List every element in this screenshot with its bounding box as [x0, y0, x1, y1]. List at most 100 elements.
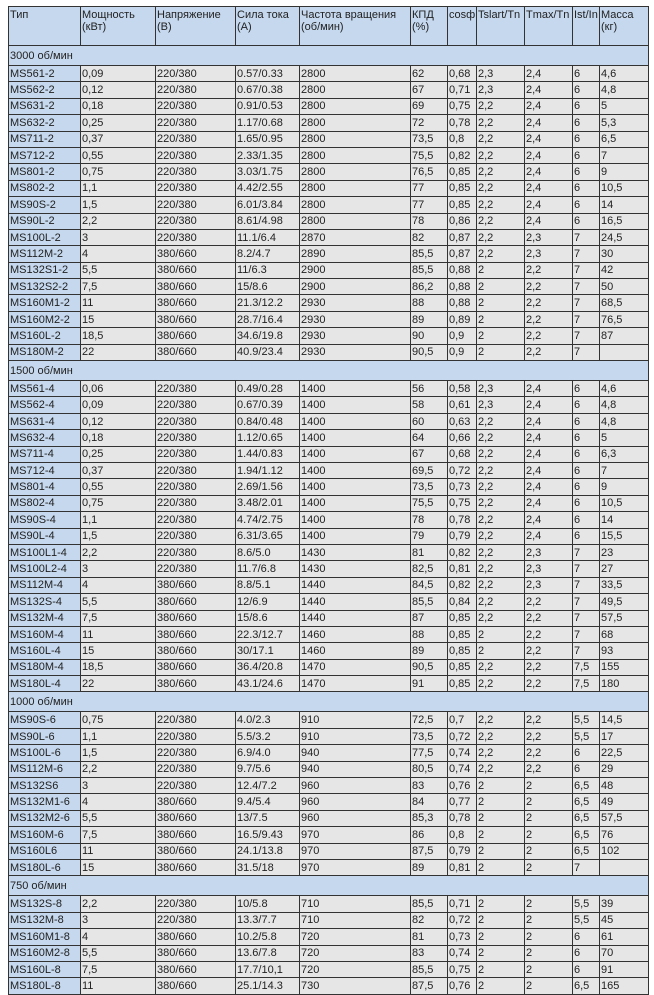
cell-tmax-tn: 2: [524, 960, 573, 979]
cell-efficiency: 85,5: [410, 895, 448, 913]
cell-ist-in: 6: [572, 494, 600, 513]
cell-mass: 45: [599, 911, 649, 930]
cell-cos-phi: 0,73: [447, 928, 477, 946]
cell-power: 0,75: [80, 163, 156, 181]
cell-voltage: 380/660: [155, 960, 236, 979]
cell-cos-phi: 0,8: [447, 130, 477, 148]
table-row: MS160M-4 11 380/660 22.3/12.7 1460 88 0,85 2 2,2…: [8, 625, 649, 644]
table-row: MS132M-4 7,5 380/660 15/8.6 1440 87 0,85 2,2 2,2…: [8, 609, 649, 627]
cell-speed: 2800: [299, 130, 411, 148]
cell-current: 36.4/20.8: [235, 658, 300, 677]
cell-type: MS132S2-2: [8, 278, 81, 296]
table-row: MS160M-6 7,5 380/660 16.5/9.43 970 86 0,8 2 2 6,5…: [8, 826, 649, 844]
column-header-type: Тип: [8, 6, 81, 46]
table-row: MS631-2 0,18 220/380 0.91/0.53 2800 69 0,75 2,2…: [8, 97, 649, 116]
cell-current: 0.84/0.48: [235, 412, 300, 431]
table-row: MS132M2-6 5,5 380/660 13/7.5 960 85,3 0,78 2 2 6,…: [8, 809, 649, 828]
cell-tmax-tn: 2,4: [524, 445, 573, 463]
cell-voltage: 220/380: [155, 760, 236, 779]
cell-tstart-tn: 2: [476, 343, 525, 362]
cell-current: 1.12/0.65: [235, 429, 300, 447]
cell-tmax-tn: 2,4: [524, 64, 573, 83]
cell-speed: 2800: [299, 64, 411, 83]
cell-speed: 1400: [299, 527, 411, 545]
cell-speed: 720: [299, 928, 411, 946]
table-row: MS802-4 0,75 220/380 3.48/2.01 1400 75,5 0,75 2…: [8, 494, 649, 513]
cell-current: 6.31/3.65: [235, 527, 300, 545]
cell-tmax-tn: 2,2: [524, 261, 573, 280]
cell-cos-phi: 0,68: [447, 445, 477, 463]
cell-cos-phi: 0,82: [447, 576, 477, 595]
cell-current: 8.61/4.98: [235, 212, 300, 230]
cell-tstart-tn: 2,3: [476, 64, 525, 83]
motor-specs-table: Тип Мощность (кВт) Напряжение (В) Сила тока…: [8, 6, 649, 995]
cell-mass: 93: [599, 642, 649, 660]
cell-voltage: 220/380: [155, 711, 236, 729]
cell-efficiency: 56: [410, 380, 448, 398]
cell-tstart-tn: 2,2: [476, 245, 525, 263]
cell-type: MS112M-6: [8, 760, 81, 779]
cell-speed: 710: [299, 911, 411, 930]
cell-power: 7,5: [80, 826, 156, 844]
cell-type: MS160L6: [8, 842, 81, 860]
cell-cos-phi: 0,84: [447, 593, 477, 611]
cell-current: 1.65/0.95: [235, 130, 300, 148]
cell-speed: 940: [299, 760, 411, 779]
cell-efficiency: 87,5: [410, 977, 448, 995]
cell-power: 7,5: [80, 960, 156, 979]
cell-tmax-tn: 2: [524, 809, 573, 828]
cell-tmax-tn: 2,3: [524, 543, 573, 562]
cell-mass: 180: [599, 675, 649, 693]
cell-type: MS112M-4: [8, 576, 81, 595]
cell-efficiency: 89: [410, 642, 448, 660]
table-row: MS90S-4 1,1 220/380 4.74/2.75 1400 78 0,78 2,2 2…: [8, 511, 649, 529]
cell-type: MS802-2: [8, 179, 81, 198]
cell-cos-phi: 0,74: [447, 944, 477, 962]
cell-current: 1.44/0.83: [235, 445, 300, 463]
cell-mass: 14,5: [599, 711, 649, 729]
cell-type: MS160L-2: [8, 327, 81, 345]
cell-voltage: 220/380: [155, 461, 236, 480]
cell-voltage: 380/660: [155, 642, 236, 660]
cell-mass: 155: [599, 658, 649, 677]
cell-cos-phi: 0,71: [447, 81, 477, 99]
cell-tmax-tn: 2,4: [524, 380, 573, 398]
cell-efficiency: 90,5: [410, 658, 448, 677]
cell-mass: 23: [599, 543, 649, 562]
cell-tstart-tn: 2: [476, 944, 525, 962]
section-row: 1000 об/мин: [8, 691, 649, 713]
cell-power: 5,5: [80, 809, 156, 828]
cell-speed: 1470: [299, 675, 411, 693]
cell-power: 1,1: [80, 511, 156, 529]
cell-cos-phi: 0,78: [447, 114, 477, 132]
cell-tmax-tn: 2,2: [524, 327, 573, 345]
section-row: 1500 об/мин: [8, 360, 649, 382]
cell-current: 12.4/7.2: [235, 777, 300, 795]
cell-mass: 29: [599, 760, 649, 779]
cell-efficiency: 80,5: [410, 760, 448, 779]
cell-cos-phi: 0,79: [447, 842, 477, 860]
cell-tmax-tn: 2,4: [524, 429, 573, 447]
cell-speed: 960: [299, 777, 411, 795]
cell-efficiency: 88: [410, 625, 448, 644]
cell-mass: 17: [599, 727, 649, 746]
cell-cos-phi: 0,66: [447, 429, 477, 447]
table-row: MS90L-2 2,2 220/380 8.61/4.98 2800 78 0,86 2,2 2…: [8, 212, 649, 230]
cell-tmax-tn: 2,4: [524, 461, 573, 480]
cell-current: 3.48/2.01: [235, 494, 300, 513]
cell-type: MS180L-4: [8, 675, 81, 693]
cell-speed: 1400: [299, 429, 411, 447]
cell-cos-phi: 0,74: [447, 744, 477, 762]
cell-speed: 1440: [299, 593, 411, 611]
cell-tstart-tn: 2: [476, 960, 525, 979]
cell-mass: 76: [599, 826, 649, 844]
cell-cos-phi: 0,85: [447, 642, 477, 660]
cell-efficiency: 79: [410, 527, 448, 545]
cell-tmax-tn: 2: [524, 911, 573, 930]
cell-tstart-tn: 2,3: [476, 396, 525, 414]
table-row: MS100L-2 3 220/380 11.1/6.4 2870 82 0,87 2,2 2,3…: [8, 228, 649, 247]
cell-cos-phi: 0,75: [447, 97, 477, 116]
cell-current: 2.69/1.56: [235, 478, 300, 496]
cell-current: 25.1/14.3: [235, 977, 300, 995]
cell-tstart-tn: 2,2: [476, 727, 525, 746]
